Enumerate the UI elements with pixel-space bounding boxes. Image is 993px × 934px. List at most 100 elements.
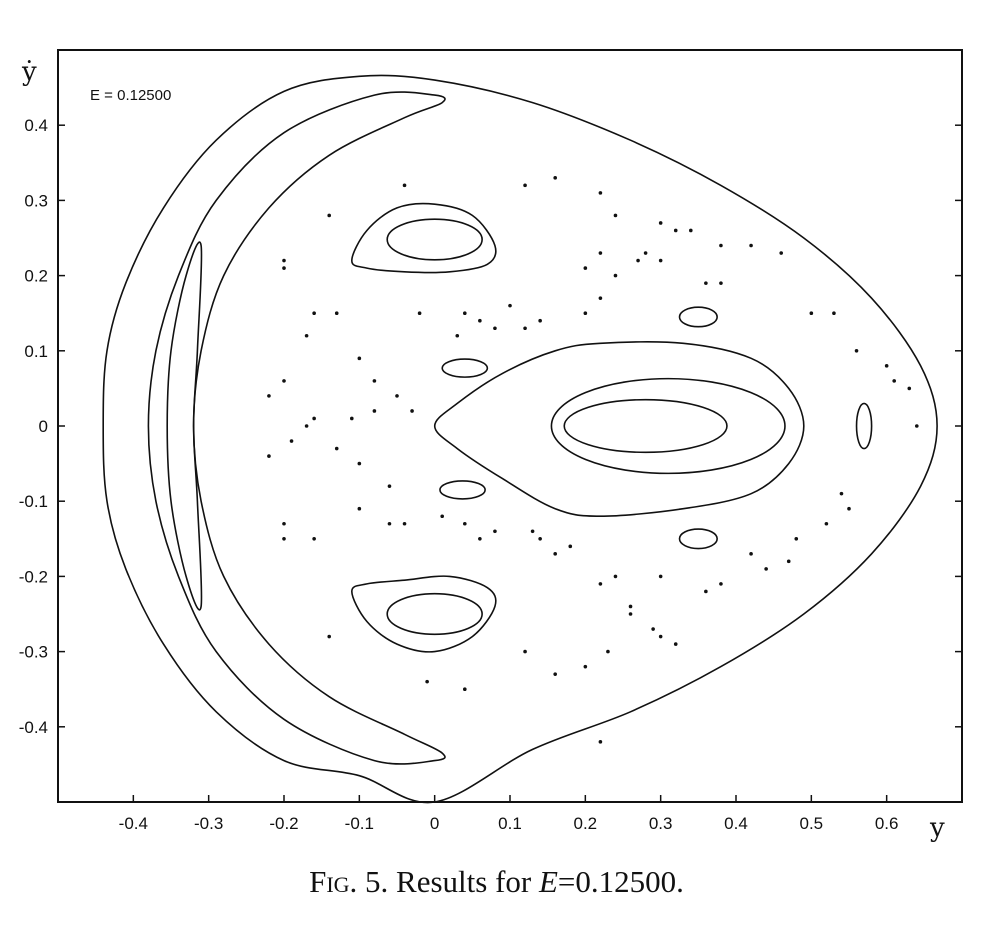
data-point bbox=[455, 333, 460, 338]
data-point bbox=[673, 642, 678, 646]
data-point bbox=[402, 521, 407, 526]
right-island-outer bbox=[433, 341, 805, 518]
data-point bbox=[508, 303, 512, 308]
data-point bbox=[809, 311, 814, 316]
data-point bbox=[613, 574, 618, 579]
data-point bbox=[417, 311, 422, 316]
data-point bbox=[530, 529, 535, 534]
data-point bbox=[658, 258, 663, 263]
bottom-island-outer bbox=[350, 575, 497, 653]
data-point bbox=[372, 379, 377, 383]
data-point bbox=[764, 567, 768, 571]
data-point bbox=[786, 559, 791, 564]
data-point bbox=[598, 251, 603, 255]
data-point bbox=[523, 183, 527, 188]
small-island-b bbox=[439, 480, 486, 500]
y-axis: 0.4 0.3 0.2 0.1 0 -0.1 -0.2 -0.3 -0.4 bbox=[19, 116, 962, 737]
data-point bbox=[463, 687, 467, 691]
caption-prefix: Fig bbox=[309, 864, 350, 899]
data-point bbox=[282, 379, 286, 383]
data-point bbox=[658, 574, 663, 579]
data-point bbox=[312, 416, 316, 421]
small-island-d bbox=[678, 528, 718, 550]
orbit-curves bbox=[102, 74, 938, 804]
data-point bbox=[749, 552, 753, 556]
data-point bbox=[538, 537, 542, 541]
data-point bbox=[598, 582, 603, 586]
data-point bbox=[289, 439, 294, 443]
x-tick-label: 0.2 bbox=[574, 814, 598, 833]
x-tick-label: -0.4 bbox=[119, 814, 148, 833]
data-point bbox=[478, 537, 482, 541]
data-point bbox=[463, 521, 467, 526]
data-point bbox=[568, 544, 573, 549]
data-point bbox=[779, 251, 783, 255]
small-island-e bbox=[855, 402, 873, 450]
data-point bbox=[357, 506, 362, 511]
energy-boundary bbox=[102, 74, 938, 804]
data-point bbox=[463, 311, 467, 316]
left-crescent-inner bbox=[166, 241, 203, 611]
data-point bbox=[628, 604, 633, 609]
x-tick-label: 0.4 bbox=[724, 814, 748, 833]
data-point bbox=[915, 424, 919, 428]
data-point bbox=[892, 379, 896, 383]
data-point bbox=[907, 386, 912, 391]
data-point bbox=[658, 221, 663, 225]
data-point bbox=[854, 349, 859, 353]
y-axis-label: ẏ bbox=[21, 57, 37, 87]
small-island-c bbox=[678, 306, 718, 328]
x-axis-label: y bbox=[929, 813, 945, 843]
data-point bbox=[282, 266, 286, 270]
data-point bbox=[312, 537, 316, 541]
data-point bbox=[538, 318, 542, 323]
data-point bbox=[613, 273, 618, 278]
data-point bbox=[583, 664, 588, 669]
data-point bbox=[636, 258, 640, 263]
data-point bbox=[267, 454, 271, 458]
caption-value: =0.12500. bbox=[557, 864, 684, 899]
data-point bbox=[410, 409, 414, 413]
data-point bbox=[583, 311, 588, 316]
data-point bbox=[553, 672, 557, 676]
data-point bbox=[312, 311, 316, 316]
data-point bbox=[673, 228, 678, 233]
data-point bbox=[884, 364, 889, 368]
data-point bbox=[658, 634, 663, 639]
x-tick-label: 0.1 bbox=[498, 814, 522, 833]
data-point bbox=[553, 176, 557, 180]
y-tick-label: -0.3 bbox=[19, 643, 48, 662]
x-tick-label: -0.2 bbox=[269, 814, 298, 833]
data-point bbox=[643, 251, 648, 255]
y-tick-label: 0.4 bbox=[24, 116, 48, 135]
y-tick-label: -0.1 bbox=[19, 492, 48, 511]
data-point bbox=[282, 537, 286, 541]
data-point bbox=[832, 311, 836, 316]
data-point bbox=[523, 326, 527, 331]
figure-caption: Fig. 5. Results for E=0.12500. bbox=[0, 864, 993, 900]
data-point bbox=[478, 318, 482, 323]
data-point bbox=[282, 521, 286, 526]
data-point bbox=[357, 461, 362, 466]
data-point bbox=[304, 333, 309, 338]
caption-variable: E bbox=[538, 864, 558, 899]
data-point bbox=[304, 424, 309, 428]
data-point bbox=[402, 183, 407, 188]
data-point bbox=[613, 213, 618, 218]
x-tick-label: -0.1 bbox=[345, 814, 374, 833]
caption-number: . 5. Results for bbox=[349, 864, 539, 899]
small-island-a bbox=[441, 358, 489, 378]
right-island-inner bbox=[563, 398, 728, 454]
data-point bbox=[651, 627, 655, 631]
data-point bbox=[598, 191, 603, 195]
x-axis: -0.4 -0.3 -0.2 -0.1 0 0.1 0.2 0.3 0.4 0.5 0.6 bbox=[119, 795, 898, 833]
left-crescent-outer bbox=[147, 91, 446, 765]
data-point bbox=[704, 281, 708, 285]
top-island-outer bbox=[350, 202, 497, 274]
data-point bbox=[440, 514, 445, 519]
y-tick-label: 0 bbox=[39, 417, 48, 436]
data-point bbox=[689, 228, 693, 233]
data-point bbox=[719, 281, 723, 285]
data-point bbox=[606, 649, 610, 654]
